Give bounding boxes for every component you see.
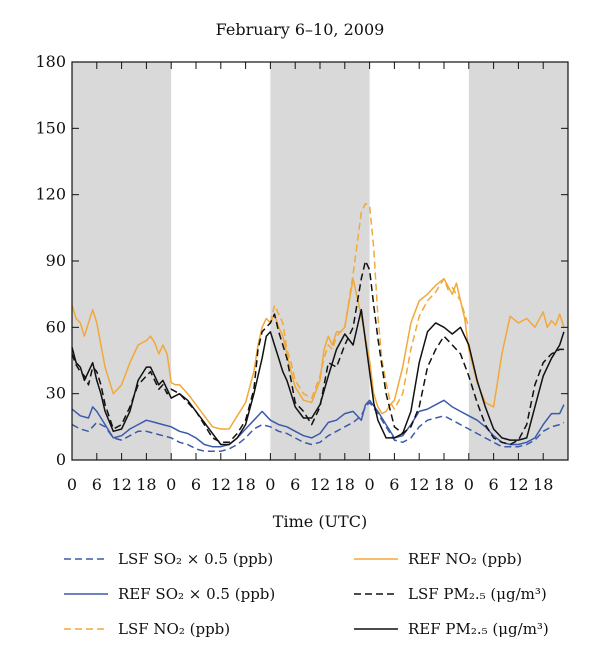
x-tick-label: 18 [136, 475, 156, 494]
x-tick-label: 12 [211, 475, 231, 494]
series-line-0 [71, 277, 565, 430]
x-tick-label: 6 [92, 475, 102, 494]
legend-item-lsf-so2: LSF SO₂ × 0.5 (ppb) [62, 550, 273, 568]
y-tick-label: 90 [46, 251, 66, 270]
legend-item-lsf-no2: LSF NO₂ (ppb) [62, 620, 230, 638]
x-tick-label: 18 [434, 475, 454, 494]
x-tick-label: 6 [489, 475, 499, 494]
x-tick-label: 18 [335, 475, 355, 494]
series-lines [71, 202, 565, 452]
x-tick-label: 6 [290, 475, 300, 494]
x-tick-label: 18 [235, 475, 255, 494]
x-tick-label: 12 [111, 475, 131, 494]
night-band [270, 62, 370, 460]
x-tick-label: 18 [533, 475, 553, 494]
night-shading-bands [72, 62, 568, 460]
x-tick-label: 12 [508, 475, 528, 494]
legend-label: LSF SO₂ × 0.5 (ppb) [118, 550, 274, 568]
legend: LSF SO₂ × 0.5 (ppb) REF SO₂ × 0.5 (ppb) … [0, 540, 600, 660]
x-tick-label: 0 [265, 475, 275, 494]
legend-item-lsf-pm25: LSF PM₂.₅ (μg/m³) [352, 585, 547, 603]
night-band [468, 62, 568, 460]
x-tick-label: 0 [67, 475, 77, 494]
x-tick-label: 6 [191, 475, 201, 494]
series-line-2 [71, 399, 565, 448]
legend-label: LSF NO₂ (ppb) [118, 620, 231, 638]
night-band [72, 62, 172, 460]
y-tick-label: 120 [35, 185, 66, 204]
x-tick-label: 12 [409, 475, 429, 494]
y-tick-label: 60 [46, 317, 66, 336]
chart-title: February 6–10, 2009 [215, 20, 385, 39]
x-axis-ticks: 0 6 12 18 0 6 12 18 0 6 12 18 0 6 12 18 0 6 12 18 [67, 62, 553, 494]
x-tick-label: 0 [365, 475, 375, 494]
x-tick-label: 6 [389, 475, 399, 494]
y-tick-label: 180 [35, 52, 66, 71]
legend-item-ref-so2: REF SO₂ × 0.5 (ppb) [62, 585, 275, 603]
legend-label: REF NO₂ (ppb) [408, 550, 523, 568]
x-axis-label: Time (UTC) [273, 512, 367, 531]
legend-label: REF PM₂.₅ (μg/m³) [408, 620, 549, 638]
legend-item-ref-no2: REF NO₂ (ppb) [352, 550, 522, 568]
y-tick-label: 0 [56, 450, 66, 469]
line-chart: 0 6 12 18 0 6 12 18 0 6 12 18 0 6 12 18 0 6 12 18 030609012… [35, 52, 569, 531]
y-tick-label: 150 [35, 118, 66, 137]
legend-item-ref-pm25: REF PM₂.₅ (μg/m³) [352, 620, 549, 638]
x-tick-label: 12 [310, 475, 330, 494]
series-line-4 [71, 260, 564, 446]
y-axis-ticks: 0 30 60 90 120 150 180 [35, 52, 568, 469]
x-tick-label: 0 [464, 475, 474, 494]
legend-label: LSF PM₂.₅ (μg/m³) [408, 585, 547, 603]
x-tick-label: 0 [166, 475, 176, 494]
y-tick-label: 30 [46, 384, 66, 403]
legend-label: REF SO₂ × 0.5 (ppb) [118, 585, 276, 603]
series-line-1 [269, 202, 470, 410]
series-line-5 [71, 308, 565, 446]
